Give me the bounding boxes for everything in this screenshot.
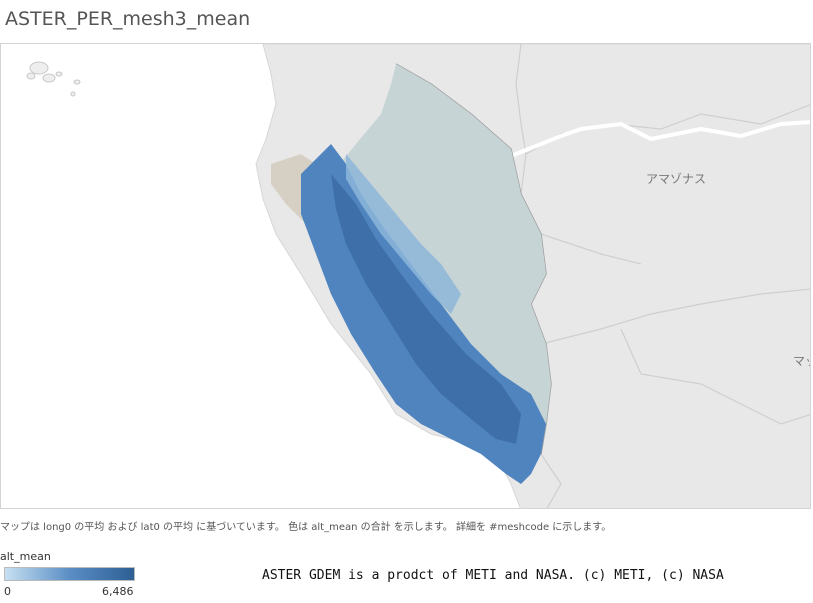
legend-min-value: 0 [4,585,11,598]
border-lines [430,44,810,508]
page-title: ASTER_PER_mesh3_mean [5,8,251,30]
data-credit: ASTER GDEM is a prodct of METI and NASA.… [262,568,724,583]
peru-lowlands [331,64,551,424]
peru-andes-mid [331,174,521,444]
map-canvas[interactable]: アマゾナス マッ [1,44,811,509]
map-view[interactable]: アマゾナス マッ [0,43,811,509]
galapagos-islands [26,61,81,97]
map-footnote: マップは long0 の平均 および lat0 の平均 に基づいています。 色は… [0,522,612,533]
region-label-edge: マッ [793,354,811,368]
region-label-amazonas: アマゾナス [646,172,706,186]
peru-andes-slope [346,154,461,314]
legend-title: alt_mean [0,550,51,563]
legend-color-ramp [4,567,135,581]
legend-max-value: 6,486 [102,585,134,598]
